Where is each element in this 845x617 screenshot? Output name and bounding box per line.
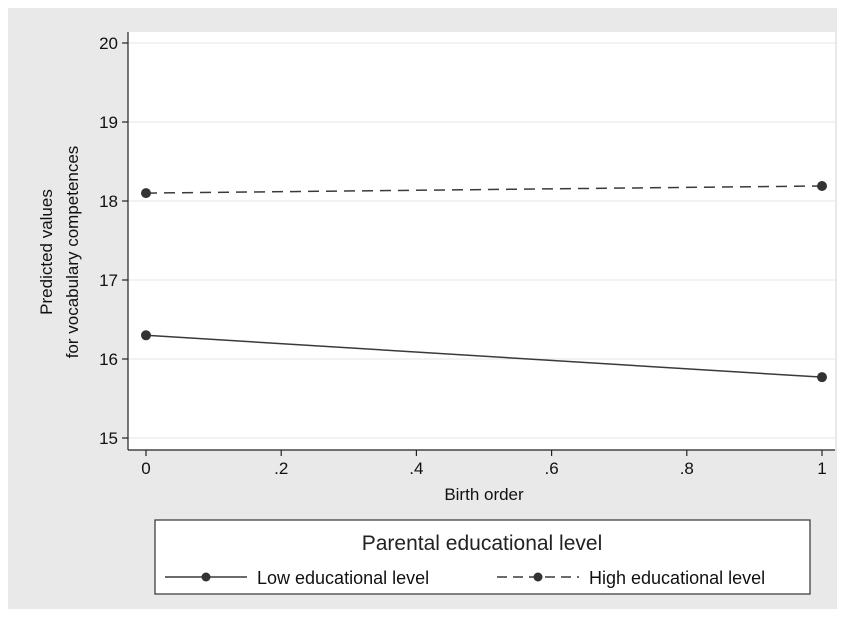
- grid-lines: [128, 42, 835, 439]
- legend-marker-low: [201, 572, 211, 582]
- y-tick-label: 19: [99, 113, 118, 132]
- y-axis-label-line-1: Predicted values: [37, 189, 56, 315]
- y-tick-label: 20: [99, 34, 118, 53]
- series-line-low: [145, 334, 823, 378]
- series-layer: [141, 180, 827, 383]
- legend-marker-high: [533, 572, 543, 582]
- y-axis-label: Predicted values for vocabulary competen…: [37, 146, 82, 359]
- y-tick-label: 17: [99, 271, 118, 290]
- data-point-low: [141, 330, 151, 341]
- x-tick-label: .2: [274, 459, 288, 478]
- x-axis-label: Birth order: [444, 485, 524, 504]
- data-point-high: [817, 180, 827, 191]
- legend-label-high: High educational level: [589, 568, 765, 588]
- data-point-low: [817, 372, 827, 383]
- x-tick-label: 1: [817, 459, 826, 478]
- y-tick-label: 15: [99, 429, 118, 448]
- y-axis-label-line-2: for vocabulary competences: [63, 146, 82, 359]
- legend-box: [154, 519, 811, 595]
- x-tick-label: .8: [680, 459, 694, 478]
- y-tick-label: 16: [99, 350, 118, 369]
- data-point-high: [141, 188, 151, 199]
- series-line-high: [145, 185, 823, 194]
- legend: Parental educational level Low education…: [154, 519, 811, 595]
- x-tick-label: 0: [141, 459, 150, 478]
- y-tick-label: 18: [99, 192, 118, 211]
- legend-label-low: Low educational level: [257, 568, 429, 588]
- plot-area: [128, 32, 835, 450]
- x-tick-label: .6: [545, 459, 559, 478]
- axes: 15 16 17 18 19 20 0 .2 .4 .6 .8 1: [99, 32, 835, 478]
- legend-title: Parental educational level: [362, 532, 603, 555]
- x-tick-label: .4: [409, 459, 423, 478]
